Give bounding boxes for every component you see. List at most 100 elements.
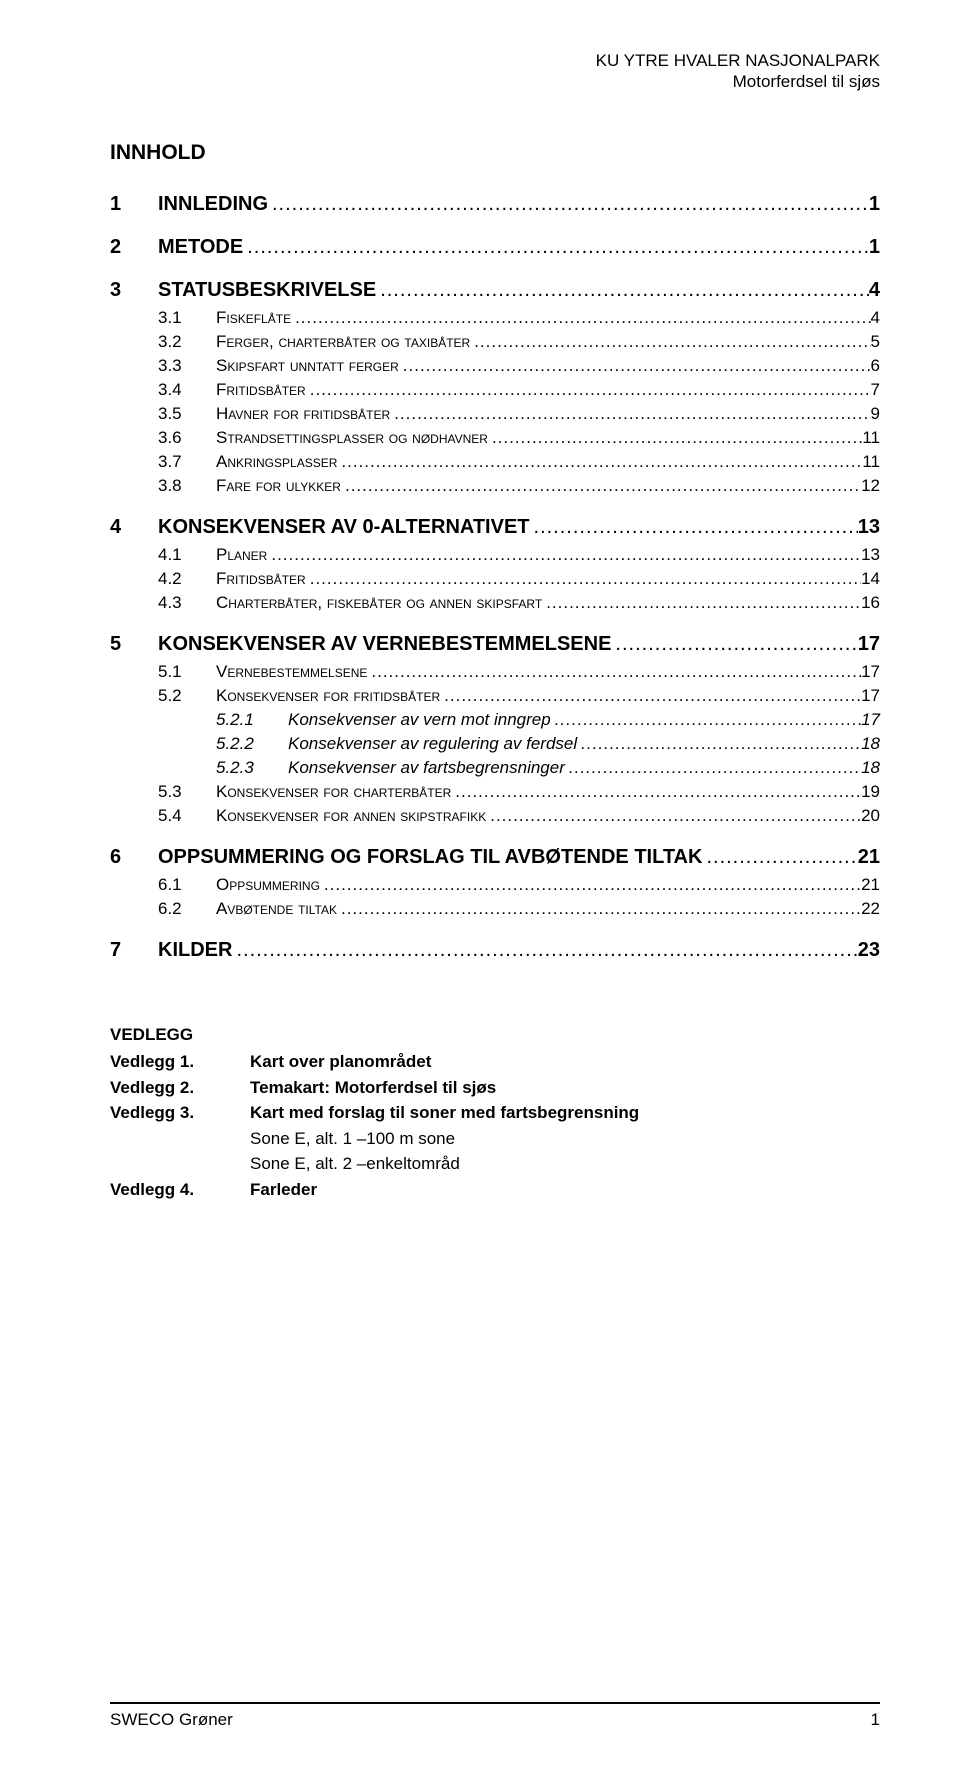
toc-entry-number: 3.8	[158, 476, 216, 496]
appendix-item-title: Kart over planområdet	[250, 1049, 431, 1075]
toc-entry-number: 5.1	[158, 662, 216, 682]
toc-entry-number: 3.6	[158, 428, 216, 448]
toc-entry-page: 1	[869, 236, 880, 259]
toc-leader-dots: ........................................…	[390, 404, 870, 424]
toc-leader-dots: ........................................…	[267, 545, 861, 565]
toc-entry-title: STATUSBESKRIVELSE	[158, 279, 376, 302]
toc-entry-title: Oppsummering	[216, 875, 320, 895]
toc-entry-title: Fiskeflåte	[216, 308, 291, 328]
toc-entry: 3.1Fiskeflåte...........................…	[110, 308, 880, 328]
toc-entry-number: 5.3	[158, 782, 216, 802]
toc-leader-dots: ........................................…	[306, 569, 861, 589]
toc-leader-dots: ........................................…	[341, 476, 861, 496]
toc-entry-title: Fritidsbåter	[216, 569, 306, 589]
toc-entry-title: Skipsfart unntatt ferger	[216, 356, 399, 376]
toc-entry-title: KILDER	[158, 939, 232, 962]
toc-entry-number: 1	[110, 193, 158, 216]
toc-entry-number: 5.2.2	[216, 734, 288, 754]
toc-entry-page: 4	[871, 308, 880, 328]
toc-entry-title: Avbøtende tiltak	[216, 899, 337, 919]
toc-entry: 3.4Fritidsbåter.........................…	[110, 380, 880, 400]
toc-entry: 5.1Vernebestemmelsene...................…	[110, 662, 880, 682]
toc-entry: 3.6Strandsettingsplasser og nødhavner...…	[110, 428, 880, 448]
toc-entry-title: Konsekvenser av vern mot inngrep	[288, 710, 551, 730]
toc-entry-page: 5	[871, 332, 880, 352]
appendix-item: Vedlegg 2.Temakart: Motorferdsel til sjø…	[110, 1075, 880, 1101]
toc-entry-page: 21	[861, 875, 880, 895]
appendix-item: Vedlegg 1.Kart over planområdet	[110, 1049, 880, 1075]
toc-entry-title: Fare for ulykker	[216, 476, 341, 496]
toc-leader-dots: ........................................…	[440, 686, 861, 706]
appendix-item: Vedlegg 4.Farleder	[110, 1177, 880, 1203]
toc-entry-title: METODE	[158, 236, 243, 259]
toc-entry-page: 22	[861, 899, 880, 919]
header-line-1: KU YTRE HVALER NASJONALPARK	[110, 50, 880, 71]
appendix-item-label: Vedlegg 2.	[110, 1075, 250, 1101]
appendix-item-title: Temakart: Motorferdsel til sjøs	[250, 1075, 496, 1101]
toc-entry-number: 6	[110, 846, 158, 869]
toc-entry: 4KONSEKVENSER AV 0-ALTERNATIVET.........…	[110, 516, 880, 539]
toc-entry-page: 14	[861, 569, 880, 589]
toc-entry: 3.2Ferger, charterbåter og taxibåter....…	[110, 332, 880, 352]
appendix-item-subline: Sone E, alt. 1 –100 m sone	[250, 1126, 880, 1152]
toc-entry-page: 20	[861, 806, 880, 826]
footer-page-number: 1	[871, 1710, 880, 1730]
toc-entry: 3.3Skipsfart unntatt ferger.............…	[110, 356, 880, 376]
toc-entry: 5.2.3Konsekvenser av fartsbegrensninger.…	[110, 758, 880, 778]
toc-entry-title: Konsekvenser av regulering av ferdsel	[288, 734, 577, 754]
appendix-item-label: Vedlegg 3.	[110, 1100, 250, 1126]
toc-entry-page: 11	[862, 452, 880, 472]
toc-entry-title: Konsekvenser av fartsbegrensninger	[288, 758, 565, 778]
toc-leader-dots: ........................................…	[542, 593, 861, 613]
toc-entry-number: 5	[110, 633, 158, 656]
appendix-item-subline: Sone E, alt. 2 –enkeltområd	[250, 1151, 880, 1177]
toc-entry: 3.5Havner for fritidsbåter..............…	[110, 404, 880, 424]
toc-entry-page: 17	[861, 710, 880, 730]
toc-entry: 4.2Fritidsbåter.........................…	[110, 569, 880, 589]
appendix-block: VEDLEGGVedlegg 1.Kart over planområdetVe…	[110, 1022, 880, 1203]
running-header: KU YTRE HVALER NASJONALPARK Motorferdsel…	[110, 50, 880, 93]
toc-entry-title: KONSEKVENSER AV 0-ALTERNATIVET	[158, 516, 530, 539]
toc-entry: 4.1Planer...............................…	[110, 545, 880, 565]
appendix-item: Vedlegg 3.Kart med forslag til soner med…	[110, 1100, 880, 1126]
toc-leader-dots: ........................................…	[376, 279, 869, 302]
toc-entry: 5.2Konsekvenser for fritidsbåter........…	[110, 686, 880, 706]
toc-entry-number: 3.5	[158, 404, 216, 424]
toc-leader-dots: ........................................…	[486, 806, 861, 826]
toc-entry-number: 3	[110, 279, 158, 302]
toc-entry: 3.7Ankringsplasser......................…	[110, 452, 880, 472]
toc-entry-page: 11	[862, 428, 880, 448]
toc-entry-number: 4.3	[158, 593, 216, 613]
toc-entry-title: Planer	[216, 545, 267, 565]
toc-entry-number: 4	[110, 516, 158, 539]
toc-entry: 6.1Oppsummering.........................…	[110, 875, 880, 895]
toc-leader-dots: ........................................…	[306, 380, 871, 400]
toc-entry-number: 5.2.3	[216, 758, 288, 778]
toc-entry-page: 17	[858, 633, 880, 656]
toc-entry-title: OPPSUMMERING OG FORSLAG TIL AVBØTENDE TI…	[158, 846, 702, 869]
toc-heading: INNHOLD	[110, 141, 880, 165]
toc-entry-title: Konsekvenser for fritidsbåter	[216, 686, 440, 706]
toc-leader-dots: ........................................…	[702, 846, 857, 869]
toc-entry-number: 3.1	[158, 308, 216, 328]
toc-entry-title: Konsekvenser for annen skipstrafikk	[216, 806, 486, 826]
appendix-item-title: Kart med forslag til soner med fartsbegr…	[250, 1100, 639, 1126]
toc-entry-number: 5.4	[158, 806, 216, 826]
appendix-heading: VEDLEGG	[110, 1022, 880, 1048]
toc-entry-page: 9	[871, 404, 880, 424]
toc-entry: 3.8Fare for ulykker.....................…	[110, 476, 880, 496]
appendix-item-label: Vedlegg 1.	[110, 1049, 250, 1075]
toc-entry-number: 7	[110, 939, 158, 962]
appendix-item-title: Farleder	[250, 1177, 317, 1203]
toc-leader-dots: ........................................…	[232, 939, 857, 962]
toc-entry-page: 13	[861, 545, 880, 565]
toc-leader-dots: ........................................…	[530, 516, 858, 539]
toc-entry-number: 3.2	[158, 332, 216, 352]
toc-entry-page: 4	[869, 279, 880, 302]
toc-leader-dots: ........................................…	[399, 356, 871, 376]
toc-entry-title: Ferger, charterbåter og taxibåter	[216, 332, 470, 352]
toc-entry: 5.2.1Konsekvenser av vern mot inngrep...…	[110, 710, 880, 730]
toc-leader-dots: ........................................…	[611, 633, 857, 656]
toc-entry-page: 13	[858, 516, 880, 539]
toc-leader-dots: ........................................…	[337, 899, 861, 919]
